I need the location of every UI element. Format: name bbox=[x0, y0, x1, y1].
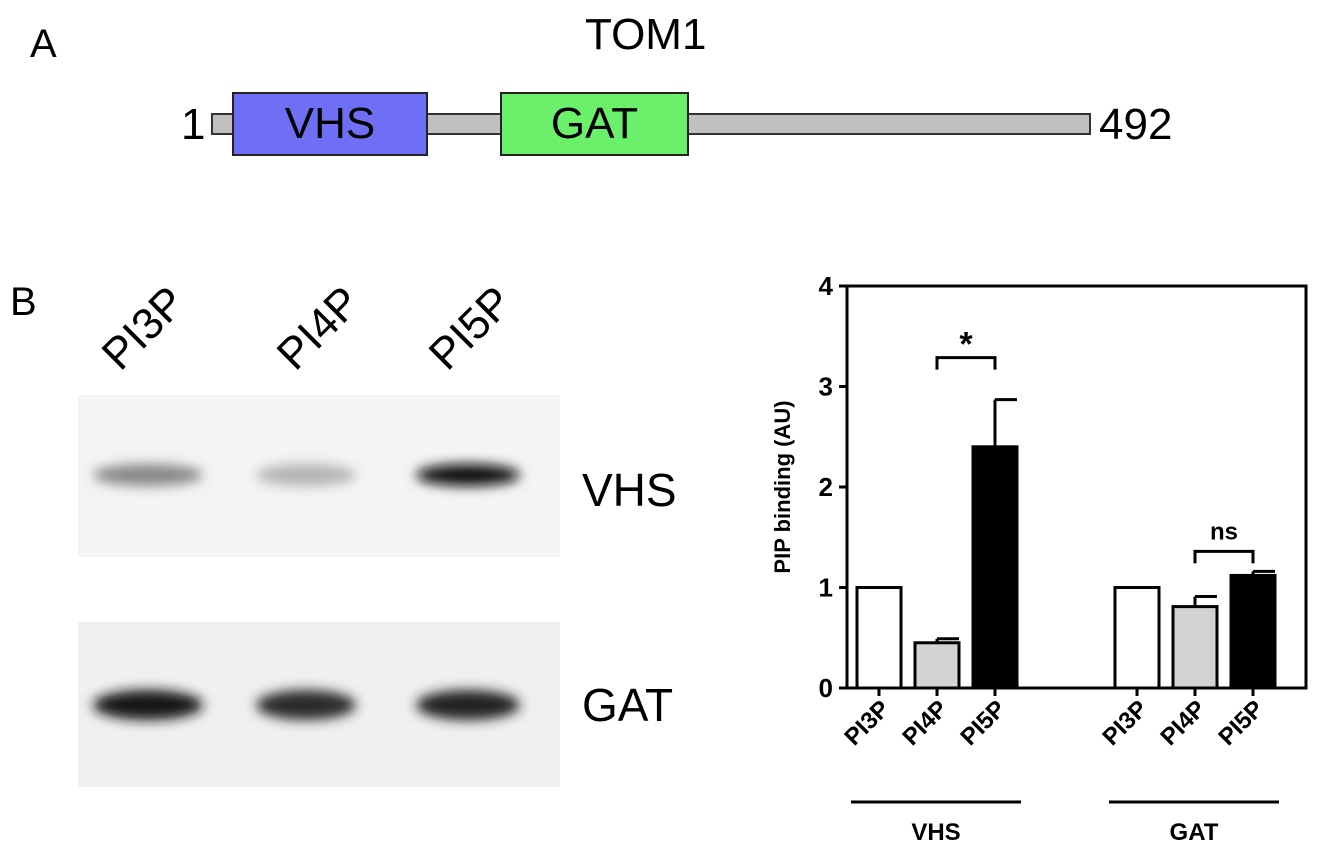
start-residue: 1 bbox=[181, 100, 206, 149]
blot-band-vhs-pi3p bbox=[93, 464, 203, 486]
vhs-domain-label: VHS bbox=[284, 99, 376, 148]
y-tick-label: 1 bbox=[819, 573, 833, 603]
significance-label: * bbox=[959, 326, 973, 364]
bar-gat-pi3p bbox=[1113, 586, 1161, 690]
significance-label: ns bbox=[1210, 518, 1238, 545]
x-tick-label: PI5P bbox=[955, 695, 1011, 751]
significance-bracket bbox=[935, 356, 997, 370]
bar-gat-pi5p bbox=[1229, 573, 1277, 690]
gat-domain-box: GAT bbox=[500, 92, 689, 156]
y-tick-label: 3 bbox=[819, 372, 833, 402]
y-tick-label: 0 bbox=[819, 673, 833, 703]
y-tick-label: 4 bbox=[819, 271, 834, 301]
x-tick-label: PI4P bbox=[897, 695, 953, 751]
x-tick-label: PI3P bbox=[839, 695, 895, 751]
x-tick-label: PI5P bbox=[1213, 695, 1269, 751]
significance-bracket bbox=[1193, 549, 1255, 564]
group-label-vhs: VHS bbox=[911, 819, 960, 846]
blot-band-gat-pi4p bbox=[256, 690, 356, 720]
group-label-gat: GAT bbox=[1170, 819, 1219, 846]
western-blot bbox=[78, 395, 560, 787]
protein-name: TOM1 bbox=[585, 10, 707, 59]
bar-vhs-pi5p bbox=[971, 445, 1019, 690]
end-residue: 492 bbox=[1099, 100, 1173, 149]
x-tick-label: PI4P bbox=[1155, 695, 1211, 751]
y-axis-label: PIP binding (AU) bbox=[770, 400, 795, 573]
blot-row-label-gat: GAT bbox=[582, 679, 674, 731]
bar-vhs-pi4p bbox=[913, 641, 961, 690]
y-tick-label: 2 bbox=[819, 472, 833, 502]
bar-vhs-pi3p bbox=[855, 586, 903, 690]
vhs-domain-box: VHS bbox=[232, 92, 428, 156]
bar-gat-pi4p bbox=[1171, 605, 1219, 690]
panel-b-letter: B bbox=[10, 280, 37, 324]
blot-row-label-vhs: VHS bbox=[582, 464, 677, 516]
x-tick-label: PI3P bbox=[1097, 695, 1153, 751]
blot-band-vhs-pi5p bbox=[416, 464, 520, 486]
blot-band-gat-pi5p bbox=[416, 690, 520, 720]
blot-band-gat-pi3p bbox=[93, 690, 203, 720]
gat-domain-label: GAT bbox=[550, 99, 639, 148]
panel-a-letter: A bbox=[30, 22, 57, 66]
blot-band-vhs-pi4p bbox=[256, 464, 356, 486]
